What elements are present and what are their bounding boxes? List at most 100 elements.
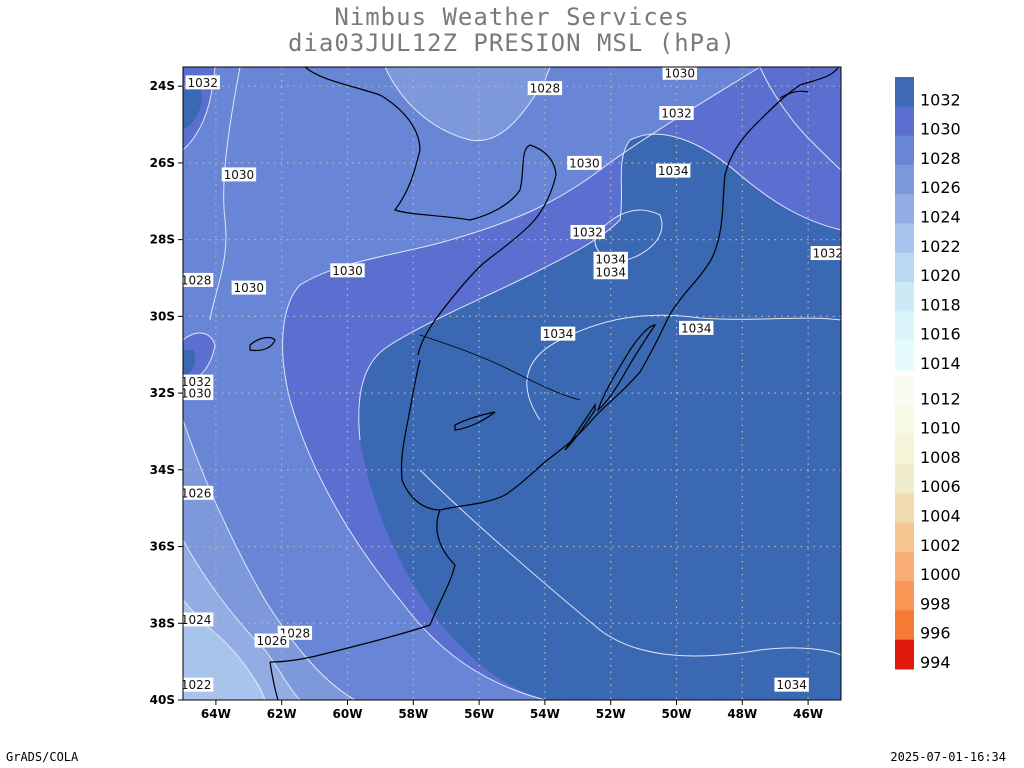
contour-label-box [183, 612, 214, 627]
isobar-1034-main [526, 314, 841, 421]
contour-label-box [183, 374, 214, 389]
contour-label-box [183, 677, 214, 692]
coastline-atlantic [269, 67, 839, 663]
latitude-axis: 24S 26S 28S 30S 32S 34S 36S 38S 40S [150, 79, 183, 707]
color-legend: 1032 1030 1028 1026 1024 1022 1020 1018 1016 1014… [895, 77, 961, 672]
footer-timestamp: 2025-07-01-16:34 [890, 750, 1006, 764]
contour-label-text: 1026 [257, 634, 288, 648]
legend-label: 1030 [920, 120, 961, 139]
lat-tick-label: 28S [150, 233, 175, 247]
legend-swatch [895, 522, 914, 553]
lon-tick-label: 50W [662, 707, 692, 721]
pressure-band-1032-west [183, 85, 202, 130]
contour-label-box [183, 485, 214, 500]
lon-tick-label: 58W [398, 707, 428, 721]
contour-label-text: 1024 [181, 613, 212, 627]
lon-tick-label: 54W [530, 707, 560, 721]
contour-label: 1026 [181, 485, 214, 500]
contour-label: 1032 [810, 246, 841, 261]
contour-label-box [570, 224, 605, 239]
contour-label: 1034 [593, 251, 628, 266]
isobar-1028-north [384, 67, 551, 142]
contour-label-text: 1030 [224, 168, 255, 182]
contour-label: 1032 [185, 75, 220, 90]
pressure-band-1026-north [385, 67, 550, 141]
legend-label: 1002 [920, 536, 961, 555]
lat-tick-label: 26S [150, 156, 175, 170]
contour-label-text: 1026 [181, 486, 212, 500]
isobar-1028 [183, 419, 356, 700]
contour-label-box [567, 155, 602, 170]
contour-label-text: 1034 [658, 164, 689, 178]
legend-swatch [895, 639, 914, 670]
contour-label-text: 1030 [234, 281, 265, 295]
contour-label-box [183, 386, 214, 401]
contour-label: 1032 [181, 374, 214, 389]
legend-label: 1028 [920, 149, 961, 168]
contour-label-box [593, 265, 628, 280]
pressure-band-1032-west2 [183, 350, 196, 378]
contour-label: 1034 [656, 163, 691, 178]
contour-label-text: 1032 [661, 107, 692, 121]
contour-label-box [231, 280, 266, 295]
legend-swatch [895, 135, 914, 166]
map-subtitle: dia03JUL12Z PRESION MSL (hPa) [287, 29, 737, 57]
lat-tick-label: 38S [150, 616, 175, 630]
contour-label: 1030 [330, 263, 365, 278]
lon-tick-label: 48W [727, 707, 757, 721]
coastline-mirim-lagoon [564, 403, 596, 451]
contour-label-text: 1032 [187, 76, 218, 90]
legend-swatch [895, 311, 914, 342]
contour-label-box [593, 251, 628, 266]
legend-swatch [895, 164, 914, 195]
contour-label-text: 1022 [181, 678, 212, 692]
legend-label: 994 [920, 653, 951, 672]
contour-label: 1030 [231, 280, 266, 295]
contour-label: 1022 [181, 677, 214, 692]
legend-swatch [895, 493, 914, 523]
lon-tick-label: 60W [333, 707, 363, 721]
contour-label: 1030 [567, 155, 602, 170]
contour-label-text: 1028 [530, 82, 561, 96]
lon-tick-label: 64W [201, 707, 231, 721]
lon-tick-label: 62W [267, 707, 297, 721]
legend-swatch [895, 282, 914, 312]
contour-label-box [540, 326, 576, 341]
legend-label: 1024 [920, 208, 961, 227]
contour-label-box [810, 246, 841, 261]
contour-label-text: 1034 [776, 678, 807, 692]
legend-label: 1006 [920, 477, 961, 496]
contour-label-box [662, 67, 697, 80]
contour-label: 1024 [181, 612, 214, 627]
contour-label: 1034 [593, 265, 628, 280]
coastline-northeast [779, 90, 809, 99]
contour-label-text: 1032 [181, 375, 212, 389]
legend-label: 1004 [920, 507, 961, 526]
isobar-1030 [282, 67, 761, 700]
legend-swatch [895, 581, 914, 611]
contour-label: 1034 [679, 320, 714, 335]
map-plot-area: 1032 1030 1028 1030 1032 1030 1034 1032 1032 1030… [181, 67, 841, 700]
legend-swatch [895, 106, 914, 137]
legend-label: 996 [920, 624, 951, 643]
contour-label: 1028 [183, 272, 214, 287]
contour-label: 1026 [254, 633, 290, 648]
map-grid [183, 67, 841, 700]
contour-label: 1030 [662, 67, 697, 80]
isobar-1034-north [594, 209, 663, 263]
legend-swatch [895, 463, 914, 494]
longitude-axis: 64W 62W 60W 58W 56W 54W 52W 50W 48W 46W [201, 700, 823, 721]
contour-label-text: 1030 [569, 156, 600, 170]
legend-swatch [895, 252, 914, 283]
map-title: Nimbus Weather Services [334, 3, 690, 31]
contour-label-text: 1034 [595, 266, 626, 280]
legend-label: 1016 [920, 325, 961, 344]
contour-label: 1030 [221, 167, 257, 182]
lat-tick-label: 34S [150, 463, 175, 477]
border-uruguay [419, 334, 581, 401]
legend-label: 1010 [920, 419, 961, 438]
lon-tick-label: 56W [464, 707, 494, 721]
contour-label-box [656, 163, 691, 178]
legend-label: 1014 [920, 354, 961, 373]
